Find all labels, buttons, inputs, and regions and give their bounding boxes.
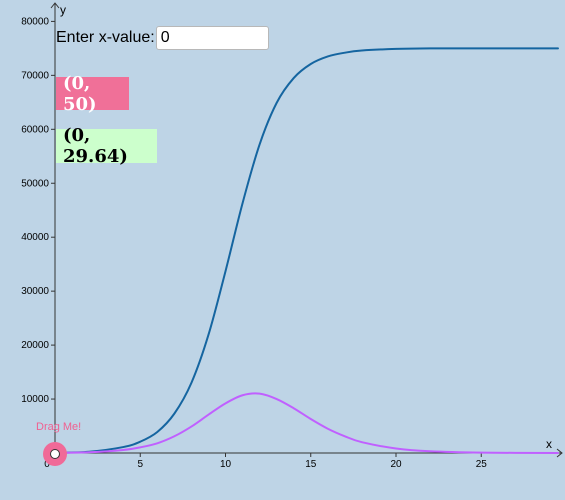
- y-tick-label: 40000: [21, 232, 49, 243]
- y-tick-label: 60000: [21, 124, 49, 135]
- x-axis-arrow: [556, 448, 563, 458]
- drag-point-handle[interactable]: [43, 442, 67, 466]
- x-value-input[interactable]: [155, 26, 269, 50]
- x-tick-label: 15: [305, 459, 317, 470]
- y-tick-label: 10000: [21, 394, 49, 405]
- point-coordinate-label-2: (0, 29.64): [56, 125, 157, 167]
- derivative-curve: [54, 392, 559, 454]
- x-axis-label: x: [546, 437, 552, 451]
- y-axis-label: y: [60, 3, 66, 17]
- y-tick-label: 70000: [21, 70, 49, 81]
- y-tick-label: 30000: [21, 286, 49, 297]
- drag-me-label: Drag Me!: [36, 421, 82, 433]
- drag-point-center: [50, 449, 60, 459]
- x-tick-label: 5: [137, 459, 143, 470]
- y-tick-label: 50000: [21, 178, 49, 189]
- logistic-curve: [54, 47, 559, 454]
- x-tick-label: 25: [476, 459, 488, 470]
- x-tick-label: 10: [220, 459, 232, 470]
- y-tick-label: 20000: [21, 340, 49, 351]
- x-tick-label: 0: [44, 459, 50, 470]
- x-tick-label: 20: [390, 459, 402, 470]
- x-value-label: Enter x-value:: [56, 29, 155, 46]
- y-axis-arrow: [50, 2, 60, 9]
- x-value-input-row: Enter x-value:: [56, 25, 269, 51]
- point-coordinate-label-1: (0, 50): [56, 73, 129, 115]
- y-tick-label: 80000: [21, 16, 49, 27]
